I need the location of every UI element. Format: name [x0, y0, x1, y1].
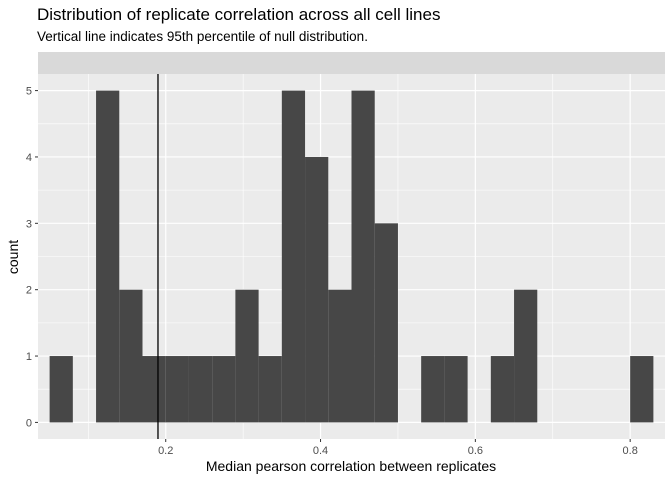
histogram-bars — [49, 90, 654, 423]
y-axis-ticks: 0 1 2 3 4 5 — [26, 86, 38, 429]
y-tick-label: 2 — [26, 285, 32, 297]
y-tick-label: 1 — [26, 351, 32, 363]
x-tick-label: 0.8 — [623, 445, 638, 457]
chart-subtitle: Vertical line indicates 95th percentile … — [37, 29, 368, 44]
histogram-bar — [328, 289, 352, 423]
histogram-bar — [142, 356, 166, 423]
histogram-bar — [305, 156, 329, 423]
y-tick-label: 4 — [26, 152, 32, 164]
histogram-bar — [490, 356, 515, 423]
histogram-bar — [630, 356, 654, 423]
histogram-bar — [212, 356, 236, 423]
y-tick-label: 3 — [26, 218, 32, 230]
x-tick-label: 0.4 — [313, 445, 328, 457]
x-axis-title: Median pearson correlation between repli… — [206, 458, 496, 474]
histogram-bar — [444, 356, 468, 423]
histogram-bar — [165, 356, 189, 423]
histogram-bar — [119, 289, 143, 423]
histogram-bar — [281, 90, 306, 423]
histogram-bar — [514, 289, 538, 423]
histogram-bar — [351, 90, 375, 423]
histogram-bar — [374, 223, 398, 423]
histogram-bar — [188, 356, 213, 423]
chart-title: Distribution of replicate correlation ac… — [37, 5, 441, 24]
histogram-bar — [96, 90, 120, 423]
x-axis-ticks: 0.2 0.4 0.6 0.8 — [158, 439, 638, 457]
histogram-bar — [421, 356, 445, 423]
y-axis-title: count — [5, 240, 21, 274]
histogram-bar — [258, 356, 282, 423]
y-tick-label: 5 — [26, 86, 32, 98]
facet-strip — [38, 52, 665, 74]
histogram-bar — [235, 289, 259, 423]
y-tick-label: 0 — [26, 417, 32, 429]
x-tick-label: 0.6 — [468, 445, 483, 457]
histogram-bar — [49, 356, 73, 423]
x-tick-label: 0.2 — [158, 445, 173, 457]
